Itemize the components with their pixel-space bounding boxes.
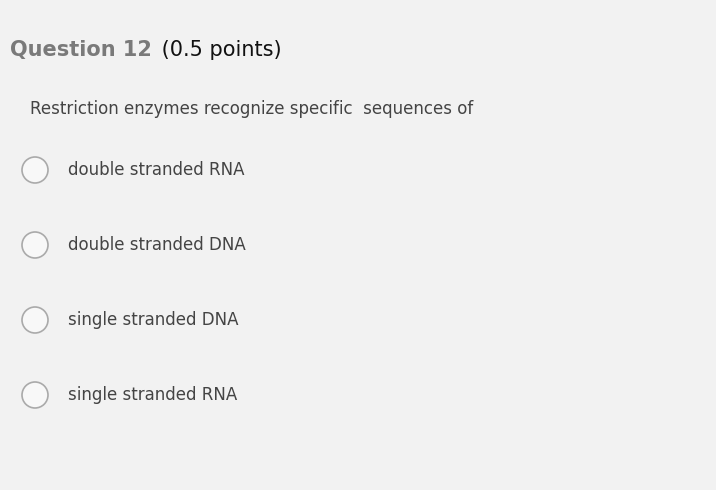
Text: double stranded RNA: double stranded RNA bbox=[68, 161, 244, 179]
Text: single stranded RNA: single stranded RNA bbox=[68, 386, 237, 404]
Ellipse shape bbox=[22, 232, 48, 258]
Text: Restriction enzymes recognize specific  sequences of: Restriction enzymes recognize specific s… bbox=[30, 100, 473, 118]
Ellipse shape bbox=[22, 157, 48, 183]
Text: (0.5 points): (0.5 points) bbox=[155, 40, 281, 60]
Text: Question 12: Question 12 bbox=[10, 40, 152, 60]
Ellipse shape bbox=[22, 382, 48, 408]
Text: double stranded DNA: double stranded DNA bbox=[68, 236, 246, 254]
Ellipse shape bbox=[22, 307, 48, 333]
Text: single stranded DNA: single stranded DNA bbox=[68, 311, 238, 329]
